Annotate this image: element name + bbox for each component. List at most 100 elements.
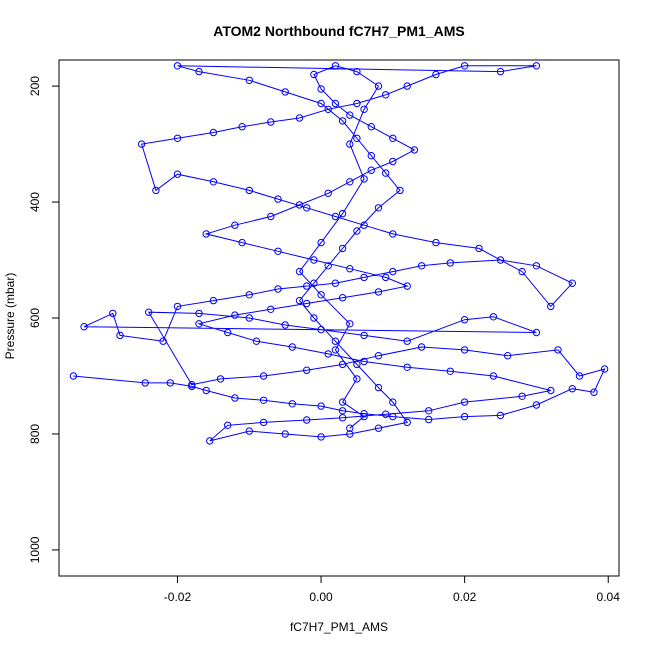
data-point xyxy=(317,291,325,299)
data-point xyxy=(202,230,210,238)
data-point xyxy=(504,352,512,360)
y-axis: 200 400 600 800 1000 xyxy=(28,76,59,563)
data-point xyxy=(360,221,368,229)
data-point xyxy=(460,62,469,70)
data-point xyxy=(245,76,254,85)
data-point xyxy=(410,146,419,154)
data-point xyxy=(317,433,325,441)
data-point xyxy=(338,360,347,369)
data-point xyxy=(346,111,354,119)
data-point xyxy=(360,273,368,282)
data-point xyxy=(317,85,325,93)
data-point xyxy=(195,309,203,318)
data-point xyxy=(188,381,196,389)
data-point xyxy=(231,394,239,402)
data-point xyxy=(460,398,469,406)
data-point xyxy=(206,437,214,445)
data-point xyxy=(360,105,368,114)
data-point xyxy=(346,424,354,432)
data-point xyxy=(475,244,483,253)
data-point xyxy=(324,350,332,358)
data-point xyxy=(281,321,289,329)
data-point xyxy=(367,123,375,131)
data-point xyxy=(360,175,368,183)
data-point xyxy=(382,169,390,177)
data-point xyxy=(267,212,275,221)
data-point xyxy=(338,294,347,302)
data-point xyxy=(403,282,411,290)
x-axis: -0.02 0.00 0.02 0.04 xyxy=(164,576,620,604)
data-point xyxy=(547,302,555,311)
data-point xyxy=(324,262,332,270)
data-point xyxy=(303,204,311,212)
data-point xyxy=(496,67,505,76)
data-point xyxy=(137,140,146,148)
data-point xyxy=(389,134,397,143)
data-point xyxy=(331,212,340,221)
data-point xyxy=(288,343,296,351)
data-point xyxy=(141,379,149,387)
x-axis-title: fC7H7_PM1_AMS xyxy=(290,620,388,634)
series-group xyxy=(69,62,609,445)
data-point xyxy=(295,201,304,209)
data-point xyxy=(145,308,153,316)
data-point xyxy=(432,70,440,79)
data-point xyxy=(252,337,261,345)
x-tick-label: -0.02 xyxy=(164,590,192,604)
data-point xyxy=(338,209,347,218)
data-point xyxy=(173,134,182,143)
data-point xyxy=(195,320,203,328)
data-point xyxy=(532,401,541,409)
data-point xyxy=(274,195,282,203)
data-point xyxy=(518,392,526,400)
data-point xyxy=(432,238,440,247)
data-point xyxy=(324,105,332,114)
data-point xyxy=(310,314,318,322)
data-point xyxy=(331,99,340,108)
data-point xyxy=(489,372,498,380)
data-point xyxy=(310,70,318,79)
data-point xyxy=(173,170,182,178)
data-point xyxy=(245,427,254,435)
data-point xyxy=(69,372,78,380)
data-point xyxy=(353,227,361,235)
data-point xyxy=(403,82,411,90)
data-point xyxy=(209,296,218,305)
data-point xyxy=(575,372,584,380)
data-point xyxy=(338,244,347,253)
data-point xyxy=(360,331,368,340)
data-point xyxy=(245,291,254,299)
data-point xyxy=(303,282,311,290)
data-point xyxy=(460,412,469,421)
y-axis-title: Pressure (mbar) xyxy=(3,273,17,360)
data-point xyxy=(367,152,375,160)
data-point xyxy=(288,400,296,408)
data-point xyxy=(310,256,318,264)
data-point xyxy=(338,398,347,406)
data-point xyxy=(353,360,361,369)
data-point xyxy=(317,99,325,108)
data-point xyxy=(532,328,541,337)
data-point xyxy=(274,247,282,256)
data-point xyxy=(152,186,160,195)
data-point xyxy=(303,299,311,308)
data-point xyxy=(338,414,347,422)
data-point xyxy=(360,412,368,421)
data-point xyxy=(353,134,361,143)
data-point xyxy=(425,415,433,424)
data-point xyxy=(303,366,311,374)
data-point xyxy=(382,91,390,99)
data-point xyxy=(317,325,325,334)
x-tick-label: 0.00 xyxy=(309,590,333,604)
data-point xyxy=(403,363,411,371)
data-point xyxy=(224,421,232,429)
data-point xyxy=(159,337,167,345)
data-point xyxy=(353,67,361,76)
y-tick-label: 600 xyxy=(28,308,42,328)
data-point xyxy=(224,328,232,337)
data-point xyxy=(374,383,383,392)
data-point xyxy=(216,375,225,383)
data-point xyxy=(267,305,275,313)
data-point xyxy=(295,267,304,276)
data-point xyxy=(460,346,469,354)
